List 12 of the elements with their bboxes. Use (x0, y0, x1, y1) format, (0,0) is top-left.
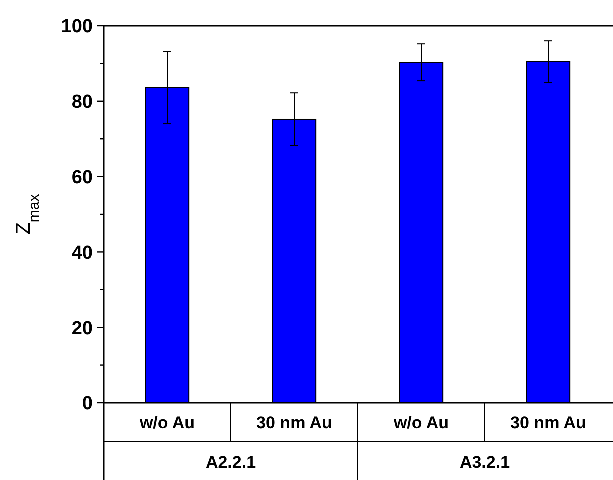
x-tick-label: 30 nm Au (510, 413, 586, 432)
y-tick-label: 0 (82, 394, 93, 415)
y-tick-label: 20 (72, 318, 93, 340)
text: A3.2.1 (460, 452, 510, 472)
x-tick-label: w/o Au (138, 413, 196, 432)
x-tick-label: 30 nm Au (256, 413, 332, 432)
y-tick-label: 40 (72, 242, 93, 264)
text: A2.2.1 (206, 452, 256, 472)
x-tick-label: w/o Au (392, 413, 450, 432)
y-tick-label: 80 (72, 92, 93, 114)
y-tick-label: 100 (61, 16, 93, 38)
y-tick-label: 60 (72, 167, 93, 188)
